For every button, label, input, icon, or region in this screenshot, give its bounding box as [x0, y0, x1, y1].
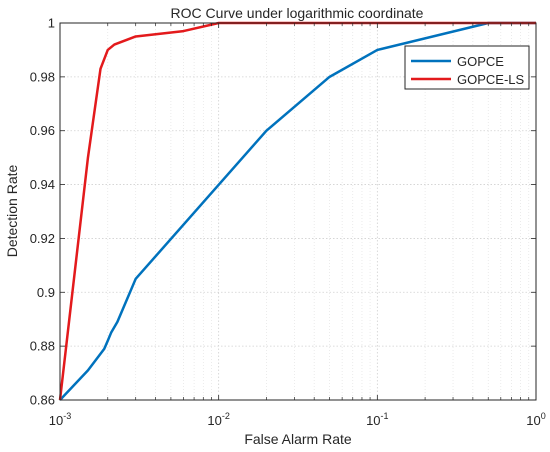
y-tick-label: 0.96: [30, 123, 55, 138]
x-tick-labels: 10-3 10-2 10-1 100: [49, 411, 546, 428]
x-tick-label: 10-1: [366, 411, 388, 428]
y-tick-labels: 0.86 0.88 0.9 0.92 0.94 0.96 0.98 1: [30, 16, 55, 408]
y-tick-label: 0.88: [30, 339, 55, 354]
x-axis-label: False Alarm Rate: [244, 431, 352, 447]
y-tick-label: 0.86: [30, 393, 55, 408]
legend: GOPCE GOPCE-LS: [404, 45, 530, 90]
series-line-gopce: [59, 21, 536, 401]
y-tick-label: 0.92: [30, 231, 55, 246]
y-tick-label: 1: [48, 16, 55, 31]
legend-label-gopce-ls: GOPCE-LS: [457, 72, 525, 87]
legend-box: [404, 45, 530, 90]
chart-title: ROC Curve under logarithmic coordinate: [171, 5, 424, 21]
x-tick-label: 10-2: [207, 411, 229, 428]
ticks: [59, 22, 537, 401]
y-tick-label: 0.9: [37, 285, 55, 300]
x-tick-label: 100: [526, 411, 545, 428]
y-tick-label: 0.94: [30, 177, 55, 192]
legend-label-gopce: GOPCE: [457, 54, 504, 69]
y-tick-label: 0.98: [30, 69, 55, 84]
plot-frame: [59, 22, 537, 401]
x-tick-label: 10-3: [49, 411, 71, 428]
y-axis-label: Detection Rate: [4, 164, 20, 257]
